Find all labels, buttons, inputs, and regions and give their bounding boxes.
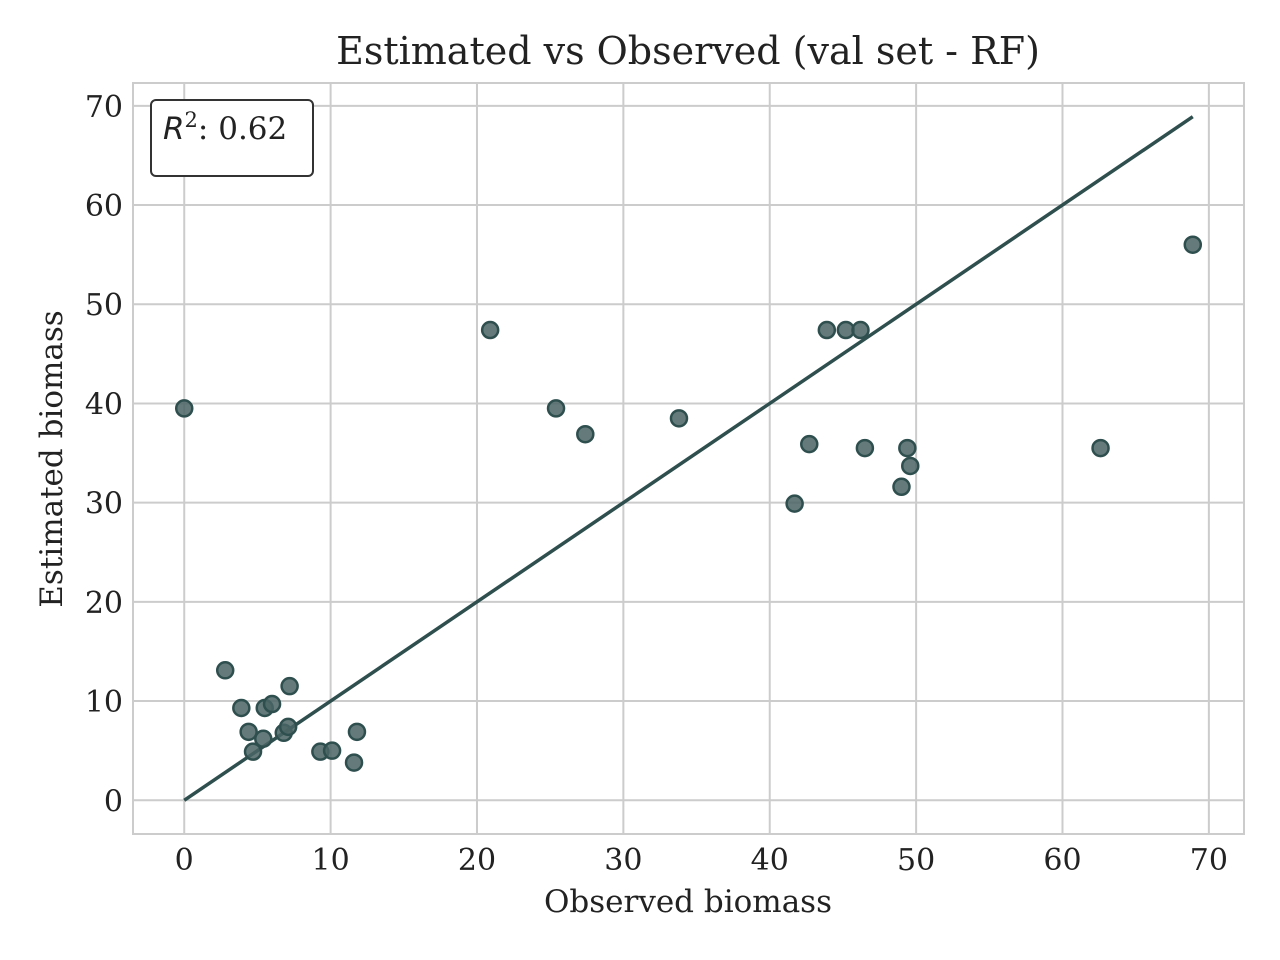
data-point bbox=[278, 717, 298, 737]
y-tick-label: 30 bbox=[85, 487, 123, 522]
r2-exponent: 2 bbox=[185, 108, 198, 132]
data-point bbox=[254, 729, 273, 749]
r2-annotation: R2: 0.62 bbox=[150, 99, 314, 177]
x-tick-label: 70 bbox=[1190, 843, 1228, 878]
data-point bbox=[239, 722, 258, 742]
data-point bbox=[344, 753, 364, 772]
data-point bbox=[851, 320, 870, 340]
data-point bbox=[1091, 438, 1110, 458]
data-point bbox=[800, 434, 819, 454]
data-point bbox=[347, 722, 367, 742]
data-point bbox=[243, 742, 263, 761]
r2-symbol: R bbox=[163, 111, 185, 147]
y-tick-label: 20 bbox=[85, 586, 123, 621]
x-tick-label: 0 bbox=[175, 843, 194, 878]
x-tick-label: 10 bbox=[312, 843, 350, 878]
r2-annotation-text: R2: 0.62 bbox=[163, 108, 287, 147]
x-tick-label: 60 bbox=[1043, 843, 1081, 878]
y-tick-label: 10 bbox=[85, 685, 123, 720]
x-tick-label: 20 bbox=[458, 843, 496, 878]
data-point bbox=[892, 477, 911, 497]
data-points bbox=[174, 235, 1203, 772]
x-tick-labels: 0 10 20 30 40 50 60 70 bbox=[175, 843, 1228, 878]
data-point bbox=[480, 320, 500, 340]
data-point bbox=[785, 494, 804, 513]
y-tick-label: 50 bbox=[85, 288, 123, 323]
data-point bbox=[280, 676, 299, 696]
reference-line bbox=[183, 115, 1194, 802]
y-tick-labels: 0 10 20 30 40 50 60 70 bbox=[85, 90, 123, 819]
data-point bbox=[1183, 235, 1203, 254]
data-point bbox=[215, 661, 235, 680]
reference-line-group bbox=[183, 115, 1194, 802]
data-point bbox=[855, 438, 875, 458]
x-tick-label: 50 bbox=[897, 843, 935, 878]
data-point bbox=[576, 424, 595, 444]
chart-title: Estimated vs Observed (val set - RF) bbox=[336, 29, 1040, 73]
data-point bbox=[898, 438, 917, 458]
x-gridlines bbox=[183, 83, 1210, 834]
data-point bbox=[262, 694, 282, 714]
plot-area-frame bbox=[132, 82, 1245, 835]
y-tick-label: 70 bbox=[85, 90, 123, 125]
data-point bbox=[901, 456, 920, 476]
x-tick-label: 30 bbox=[604, 843, 642, 878]
y-tick-label: 60 bbox=[85, 189, 123, 224]
r2-annotation-box bbox=[150, 99, 314, 177]
y-gridlines bbox=[133, 104, 1244, 802]
x-tick-label: 40 bbox=[751, 843, 789, 878]
data-point bbox=[232, 698, 251, 718]
x-axis-label: Observed biomass bbox=[544, 884, 832, 920]
y-tick-label: 0 bbox=[104, 784, 123, 819]
y-axis-label: Estimated biomass bbox=[34, 310, 70, 607]
r2-value: : 0.62 bbox=[198, 111, 287, 147]
data-point bbox=[322, 741, 342, 760]
data-point bbox=[817, 320, 837, 340]
data-point bbox=[669, 409, 689, 428]
data-point bbox=[546, 399, 566, 418]
data-point bbox=[174, 399, 194, 418]
y-tick-label: 40 bbox=[85, 387, 123, 422]
